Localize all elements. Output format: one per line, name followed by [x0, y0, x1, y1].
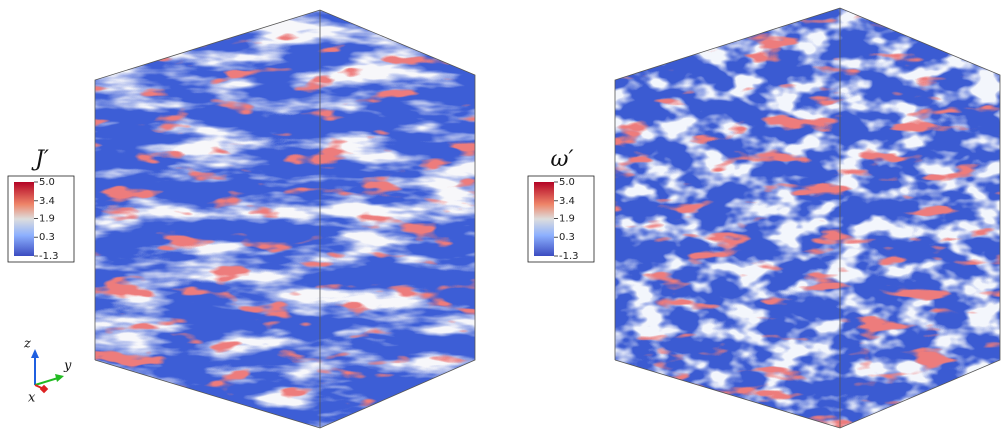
colorbar-tick-label: 0.3 — [39, 232, 55, 243]
colorbar-title: J′ — [31, 147, 49, 172]
colorbar-tick-label: 0.3 — [559, 232, 575, 243]
axes-triad: z y x — [23, 337, 72, 406]
colorbar — [14, 182, 34, 256]
colorbar-tick-label: 1.9 — [559, 213, 575, 224]
axis-label-z: z — [23, 337, 31, 352]
colorbar-tick-label: -1.3 — [39, 251, 59, 262]
colorbar-title: ω′ — [551, 147, 574, 172]
volume-render-vorticity — [614, 7, 1001, 429]
colorbar-tick-label: 1.9 — [39, 213, 55, 224]
axis-label-x: x — [28, 391, 36, 406]
axis-label-y: y — [63, 359, 72, 374]
colorbar-tick-label: 3.4 — [559, 196, 575, 207]
colorbar-tick-label: -1.3 — [559, 251, 579, 262]
colorbar-tick-label: 5.0 — [559, 177, 575, 188]
colorbar — [534, 182, 554, 256]
colorbar-tick-label: 5.0 — [39, 177, 55, 188]
volume-render-current — [94, 9, 476, 429]
colorbar-tick-label: 3.4 — [39, 196, 55, 207]
